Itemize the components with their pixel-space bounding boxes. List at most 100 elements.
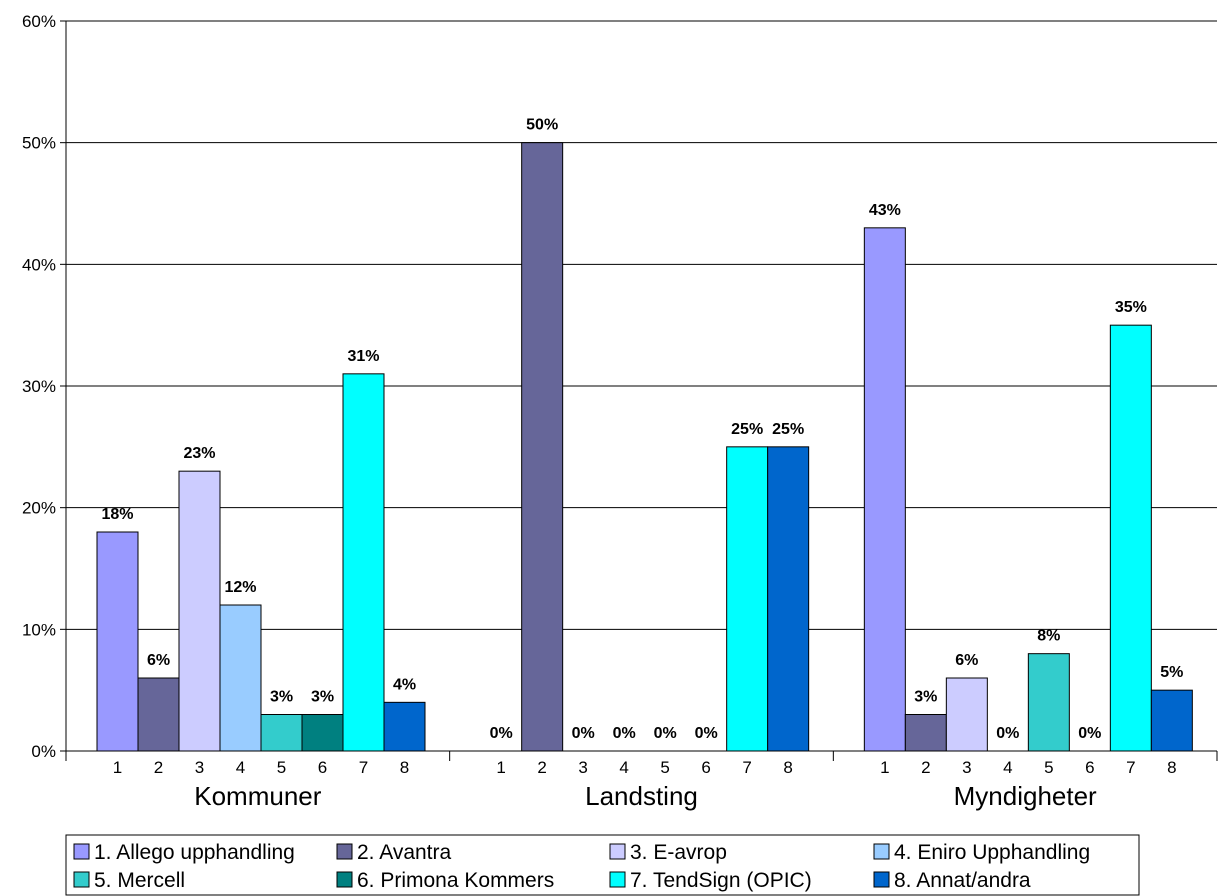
y-tick-label: 50% (22, 134, 56, 153)
data-label: 3% (914, 689, 937, 706)
x-tick-label: 6 (1085, 758, 1094, 777)
legend-item: 1. Allego upphandling (73, 841, 295, 864)
legend-label: 8. Annat/andra (894, 869, 1031, 892)
legend-item: 4. Eniro Upphandling (873, 841, 1090, 864)
x-tick-label: 2 (921, 758, 930, 777)
x-tick-label: 4 (236, 758, 245, 777)
data-label: 50% (526, 117, 558, 134)
legend-swatch (609, 871, 626, 888)
legend-label: 1. Allego upphandling (94, 841, 295, 864)
data-label: 0% (654, 725, 677, 742)
data-label: 35% (1115, 299, 1147, 316)
x-tick-label: 8 (400, 758, 409, 777)
data-label: 3% (270, 689, 293, 706)
bar (726, 446, 769, 752)
legend-swatch (609, 843, 626, 860)
legend-item: 8. Annat/andra (873, 869, 1031, 892)
data-label: 0% (572, 725, 595, 742)
y-tick-label: 10% (22, 620, 56, 639)
data-label: 3% (311, 689, 334, 706)
data-label: 0% (1078, 725, 1101, 742)
data-label: 8% (1037, 628, 1060, 645)
legend-swatch (73, 871, 90, 888)
data-label: 0% (695, 725, 718, 742)
legend-label: 3. E-avrop (630, 841, 727, 864)
bar (767, 446, 810, 752)
data-label: 25% (772, 421, 804, 438)
bar (1027, 653, 1070, 752)
data-label: 12% (224, 579, 256, 596)
legend-item: 5. Mercell (73, 869, 185, 892)
bar (904, 714, 947, 752)
y-tick-label: 0% (31, 742, 56, 761)
bar (1109, 324, 1152, 752)
x-tick-label: 6 (701, 758, 710, 777)
legend-label: 5. Mercell (94, 869, 185, 892)
bar (301, 714, 344, 752)
data-label: 18% (101, 506, 133, 523)
bar (1150, 689, 1193, 752)
x-tick-label: 7 (359, 758, 368, 777)
x-tick-label: 8 (1167, 758, 1176, 777)
x-tick-label: 3 (578, 758, 587, 777)
bar (137, 677, 180, 752)
bar (342, 373, 385, 752)
x-tick-label: 5 (1044, 758, 1053, 777)
bar (945, 677, 988, 752)
legend-swatch (336, 871, 353, 888)
x-tick-label: 6 (318, 758, 327, 777)
data-label: 43% (869, 202, 901, 219)
x-tick-label: 4 (1003, 758, 1012, 777)
x-tick-label: 1 (496, 758, 505, 777)
bar (178, 470, 221, 752)
y-tick-label: 30% (22, 377, 56, 396)
bar (383, 701, 426, 752)
bar (863, 227, 906, 752)
bar (521, 142, 564, 752)
bar (219, 604, 262, 752)
legend-swatch (336, 843, 353, 860)
x-tick-label: 2 (537, 758, 546, 777)
x-tick-label: 5 (660, 758, 669, 777)
data-label: 0% (613, 725, 636, 742)
y-tick-label: 20% (22, 499, 56, 518)
x-tick-label: 2 (154, 758, 163, 777)
bar (260, 714, 303, 752)
legend-swatch (873, 843, 890, 860)
y-tick-label: 60% (22, 12, 56, 31)
data-label: 5% (1160, 664, 1183, 681)
legend: 1. Allego upphandling 2. Avantra 3. E-avro… (65, 834, 1140, 896)
x-tick-label: 8 (783, 758, 792, 777)
group-label: Myndigheter (954, 781, 1097, 811)
legend-label: 4. Eniro Upphandling (894, 841, 1090, 864)
y-tick-label: 40% (22, 255, 56, 274)
data-label: 0% (490, 725, 513, 742)
group-label: Kommuner (194, 781, 321, 811)
legend-box (65, 834, 1140, 896)
legend-item: 3. E-avrop (609, 841, 727, 864)
legend-item: 2. Avantra (336, 841, 452, 864)
data-label: 6% (955, 652, 978, 669)
data-label: 25% (731, 421, 763, 438)
data-label: 31% (347, 348, 379, 365)
data-label: 23% (183, 445, 215, 462)
group-label: Landsting (585, 781, 698, 811)
x-tick-label: 5 (277, 758, 286, 777)
x-tick-label: 3 (962, 758, 971, 777)
x-tick-label: 4 (619, 758, 628, 777)
x-tick-label: 1 (113, 758, 122, 777)
legend-item: 7. TendSign (OPIC) (609, 869, 812, 892)
legend-label: 7. TendSign (OPIC) (630, 869, 812, 892)
legend-label: 6. Primona Kommers (357, 869, 554, 892)
legend-label: 2. Avantra (357, 841, 452, 864)
data-label: 0% (996, 725, 1019, 742)
data-label: 4% (393, 676, 416, 693)
legend-swatch (873, 871, 890, 888)
legend-swatch (73, 843, 90, 860)
data-label: 6% (147, 652, 170, 669)
bar (96, 531, 139, 752)
legend-item: 6. Primona Kommers (336, 869, 554, 892)
x-tick-label: 7 (742, 758, 751, 777)
x-tick-label: 1 (880, 758, 889, 777)
